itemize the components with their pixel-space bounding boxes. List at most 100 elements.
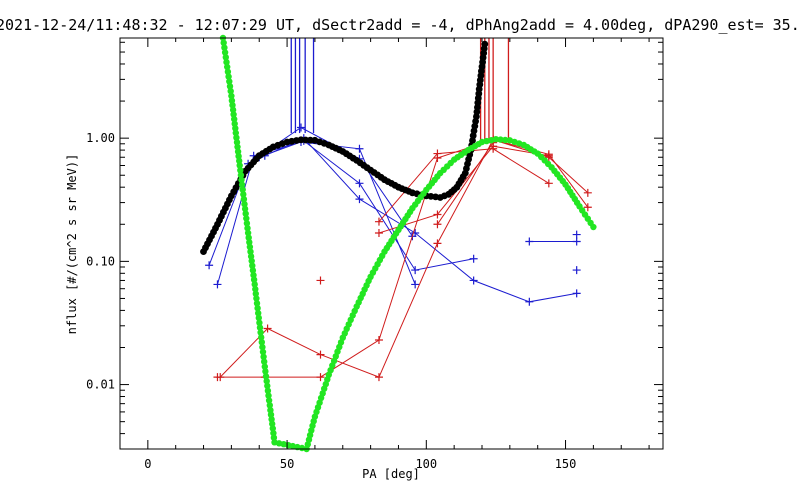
blue-series-line	[259, 140, 474, 271]
blue-plus-marker	[355, 179, 364, 188]
blue-plus-marker	[525, 237, 534, 246]
red-plus-marker	[583, 203, 592, 212]
blue-plus-marker	[572, 266, 581, 275]
green-dot	[265, 392, 272, 399]
blue-plus-marker	[213, 280, 222, 289]
blue-plus-marker	[572, 237, 581, 246]
green-dot	[224, 68, 232, 76]
x-tick-label: 100	[415, 457, 437, 471]
y-tick-label: 1.00	[86, 131, 115, 145]
green-dot	[253, 295, 260, 302]
green-dot	[236, 162, 243, 169]
green-dot	[246, 243, 254, 251]
blue-plus-marker	[411, 266, 420, 275]
blue-plus-marker	[572, 289, 581, 298]
green-dot	[262, 373, 270, 380]
y-axis-label: nflux [#/(cm^2 s sr MeV)]	[65, 154, 79, 335]
green-dot	[241, 200, 248, 208]
green-dot	[243, 220, 251, 227]
red-plus-marker	[433, 149, 442, 158]
blue-plus-marker	[525, 297, 534, 306]
red-plus-marker	[263, 324, 272, 333]
green-dot	[241, 205, 249, 213]
green-dot	[264, 387, 272, 394]
red-plus-marker	[433, 239, 442, 248]
x-tick-label: 0	[144, 457, 151, 471]
green-dot	[248, 257, 255, 265]
x-tick-label: 50	[280, 457, 294, 471]
green-dot	[237, 171, 245, 179]
green-dot	[232, 129, 239, 137]
green-dot	[224, 63, 231, 71]
red-plus-marker	[374, 373, 383, 382]
green-dot	[492, 136, 500, 143]
red-plus-marker	[544, 151, 553, 160]
red-plus-marker	[316, 350, 325, 359]
blue-plus-marker	[297, 123, 305, 132]
blue-plus-marker	[469, 276, 478, 285]
green-dot	[502, 136, 509, 144]
blue-plus-marker	[411, 228, 420, 237]
green-dot	[221, 49, 229, 56]
green-dot	[246, 239, 253, 246]
green-dot	[243, 215, 250, 222]
green-dot	[266, 402, 273, 409]
green-dot	[254, 305, 261, 312]
green-dot	[255, 314, 262, 322]
blue-plus-marker	[572, 230, 581, 239]
green-dot	[244, 225, 251, 232]
chart-title: 2021-12-24/11:48:32 - 12:07:29 UT, dSect…	[0, 16, 800, 34]
green-dot	[249, 267, 257, 274]
green-dot	[256, 324, 264, 331]
green-dot	[261, 363, 268, 370]
green-dot	[227, 87, 234, 95]
black-dot	[481, 40, 489, 48]
green-dot	[252, 290, 259, 297]
green-dot	[225, 73, 232, 80]
green-dot	[258, 339, 265, 346]
x-tick-label: 150	[555, 457, 577, 471]
blue-plus-marker	[355, 144, 364, 153]
x-axis-label: PA [deg]	[362, 467, 420, 481]
green-dot	[262, 368, 269, 375]
green-dot	[226, 83, 234, 90]
green-dot	[249, 262, 256, 269]
green-dot	[255, 309, 262, 317]
red-plus-marker	[544, 179, 553, 188]
green-dot	[240, 191, 247, 198]
plot-frame	[119, 37, 664, 450]
green-dot	[260, 353, 267, 360]
red-plus-marker	[316, 276, 325, 285]
green-dot	[257, 329, 264, 336]
red-plus-marker	[316, 373, 325, 382]
red-series-line	[219, 139, 589, 378]
green-dot	[259, 343, 266, 351]
green-dot	[221, 44, 228, 51]
green-dot	[229, 102, 236, 109]
green-dot	[590, 223, 597, 231]
plot-marks	[200, 34, 597, 453]
green-dot	[256, 319, 263, 326]
green-dot	[259, 348, 267, 356]
green-dot	[258, 334, 265, 341]
green-dot	[223, 59, 230, 66]
green-dot	[238, 176, 245, 184]
red-series-line	[436, 142, 494, 225]
axes: 0 50 100 150 1.00 0.10 0.01	[86, 38, 663, 471]
green-dot	[264, 382, 271, 390]
green-dot	[242, 210, 249, 217]
green-dot	[231, 115, 238, 123]
green-dot	[250, 276, 258, 283]
green-dot	[239, 186, 246, 193]
blue-plus-marker	[355, 195, 364, 204]
green-dot	[240, 196, 248, 203]
red-plus-marker	[374, 336, 383, 345]
y-tick-label: 0.01	[86, 378, 115, 392]
green-dot	[238, 181, 246, 188]
green-dot	[261, 358, 268, 365]
y-tick-label: 0.10	[86, 254, 115, 268]
red-plus-marker	[374, 228, 383, 237]
red-plus-marker	[374, 217, 383, 226]
red-series-line	[378, 145, 549, 234]
green-dot	[253, 300, 261, 307]
